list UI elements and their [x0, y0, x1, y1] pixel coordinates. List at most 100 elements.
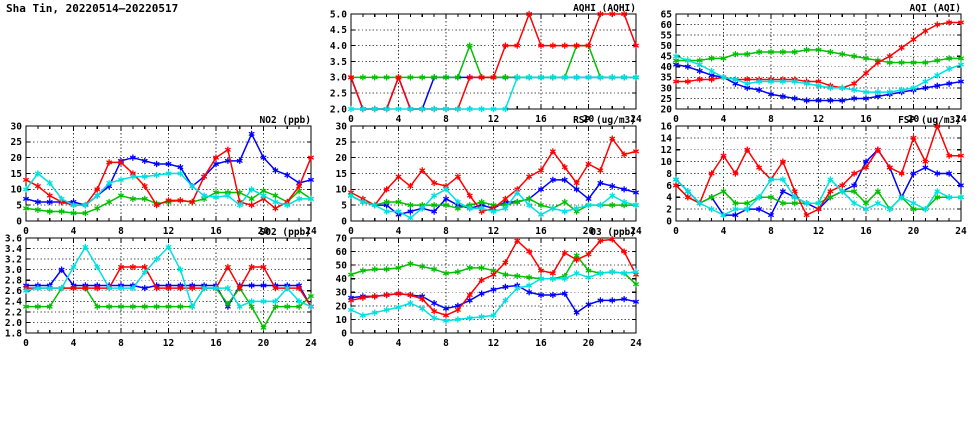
data-point-marker [383, 105, 390, 113]
x-tick-label: 0 [348, 338, 354, 349]
data-point-marker [756, 86, 763, 94]
data-point-marker [827, 188, 834, 195]
data-point-marker [597, 270, 604, 277]
x-tick-label: 0 [348, 114, 354, 125]
data-point-marker [308, 195, 314, 203]
y-tick-label: 4.5 [330, 25, 347, 36]
y-tick-label: 40 [336, 274, 348, 285]
data-point-marker [673, 78, 679, 85]
data-point-marker [946, 80, 953, 87]
data-point-marker [791, 78, 798, 85]
data-point-marker [407, 182, 414, 190]
data-point-marker [538, 201, 544, 209]
data-point-marker [609, 297, 616, 304]
data-point-marker [284, 303, 291, 310]
data-point-marker [621, 10, 628, 18]
data-point-marker [573, 186, 580, 193]
data-point-marker [466, 105, 473, 113]
data-point-marker [609, 10, 616, 18]
data-point-marker [815, 205, 822, 213]
data-point-marker [94, 263, 101, 271]
data-point-marker [514, 284, 521, 292]
data-point-marker [34, 198, 41, 206]
y-tick-label: 3.0 [5, 265, 22, 276]
data-point-marker [910, 199, 917, 207]
data-point-marker [129, 303, 136, 310]
data-point-marker [443, 195, 449, 203]
y-tick-label: 2.4 [5, 297, 22, 308]
data-point-marker [490, 271, 497, 278]
data-point-marker [886, 59, 893, 66]
chart-title-o3: O3 (ppb) [590, 227, 636, 238]
data-point-marker [308, 154, 314, 161]
x-tick-label: 4 [396, 114, 402, 125]
data-point-marker [958, 61, 964, 68]
data-point-marker [863, 95, 869, 102]
data-point-marker [827, 48, 834, 56]
data-point-marker [201, 173, 208, 180]
data-point-marker [910, 36, 917, 43]
y-tick-label: 60 [661, 20, 673, 31]
y-tick-label: 30 [11, 121, 23, 132]
data-point-marker [502, 105, 509, 113]
data-point-marker [561, 290, 568, 297]
data-point-marker [284, 284, 291, 292]
data-point-marker [466, 74, 473, 81]
data-point-marker [284, 171, 291, 179]
data-point-marker [696, 67, 703, 75]
data-point-marker [768, 48, 774, 56]
data-point-marker [224, 192, 231, 199]
data-point-marker [744, 205, 751, 213]
data-point-marker [732, 211, 739, 219]
y-tick-label: 55 [661, 31, 673, 42]
data-point-marker [454, 198, 461, 206]
data-point-marker [803, 80, 810, 87]
data-point-marker [756, 205, 763, 213]
chart-panel-rsp: 0 5 10 15 20 25 30 0 4 8 12 16 20 24 RSP (ug/m3) [321, 113, 644, 237]
data-point-marker [454, 316, 461, 323]
data-point-marker [827, 97, 834, 104]
data-point-marker [454, 205, 461, 212]
data-point-marker [490, 208, 497, 215]
data-point-marker [768, 90, 774, 98]
data-point-marker [815, 97, 822, 104]
data-point-marker [359, 312, 366, 319]
data-point-marker [23, 186, 29, 193]
y-tick-label: 60 [336, 247, 348, 258]
data-point-marker [478, 105, 485, 113]
data-point-marker [696, 61, 703, 68]
data-point-marker [573, 256, 580, 263]
y-tick-label: 2 [666, 205, 672, 216]
x-tick-label: 20 [583, 226, 595, 237]
data-point-marker [454, 105, 461, 113]
data-point-marker [236, 303, 243, 310]
data-point-marker [348, 105, 354, 113]
y-tick-label: 20 [661, 104, 673, 115]
data-point-marker [284, 201, 291, 209]
data-point-marker [573, 179, 580, 187]
data-point-marker [272, 192, 279, 199]
data-point-marker [106, 284, 113, 292]
data-point-marker [46, 179, 53, 187]
data-point-marker [129, 173, 136, 180]
data-point-marker [609, 182, 616, 190]
y-tick-label: 10 [336, 315, 348, 326]
data-point-marker [851, 199, 858, 207]
x-tick-label: 0 [673, 114, 679, 125]
x-tick-label: 4 [396, 338, 402, 349]
page-title: Sha Tin, 20220514–20220517 [6, 2, 179, 15]
data-point-marker [910, 59, 917, 66]
data-point-marker [224, 146, 231, 153]
data-point-marker [910, 205, 917, 213]
data-point-marker [851, 86, 858, 94]
y-tick-label: 16 [661, 121, 673, 132]
data-point-marker [863, 158, 869, 165]
data-point-marker [720, 188, 727, 195]
data-point-marker [46, 192, 53, 199]
data-point-marker [308, 303, 314, 310]
data-point-marker [395, 173, 402, 180]
data-point-marker [359, 198, 366, 206]
data-point-marker [141, 182, 148, 190]
data-point-marker [561, 198, 568, 206]
data-point-marker [910, 170, 917, 177]
